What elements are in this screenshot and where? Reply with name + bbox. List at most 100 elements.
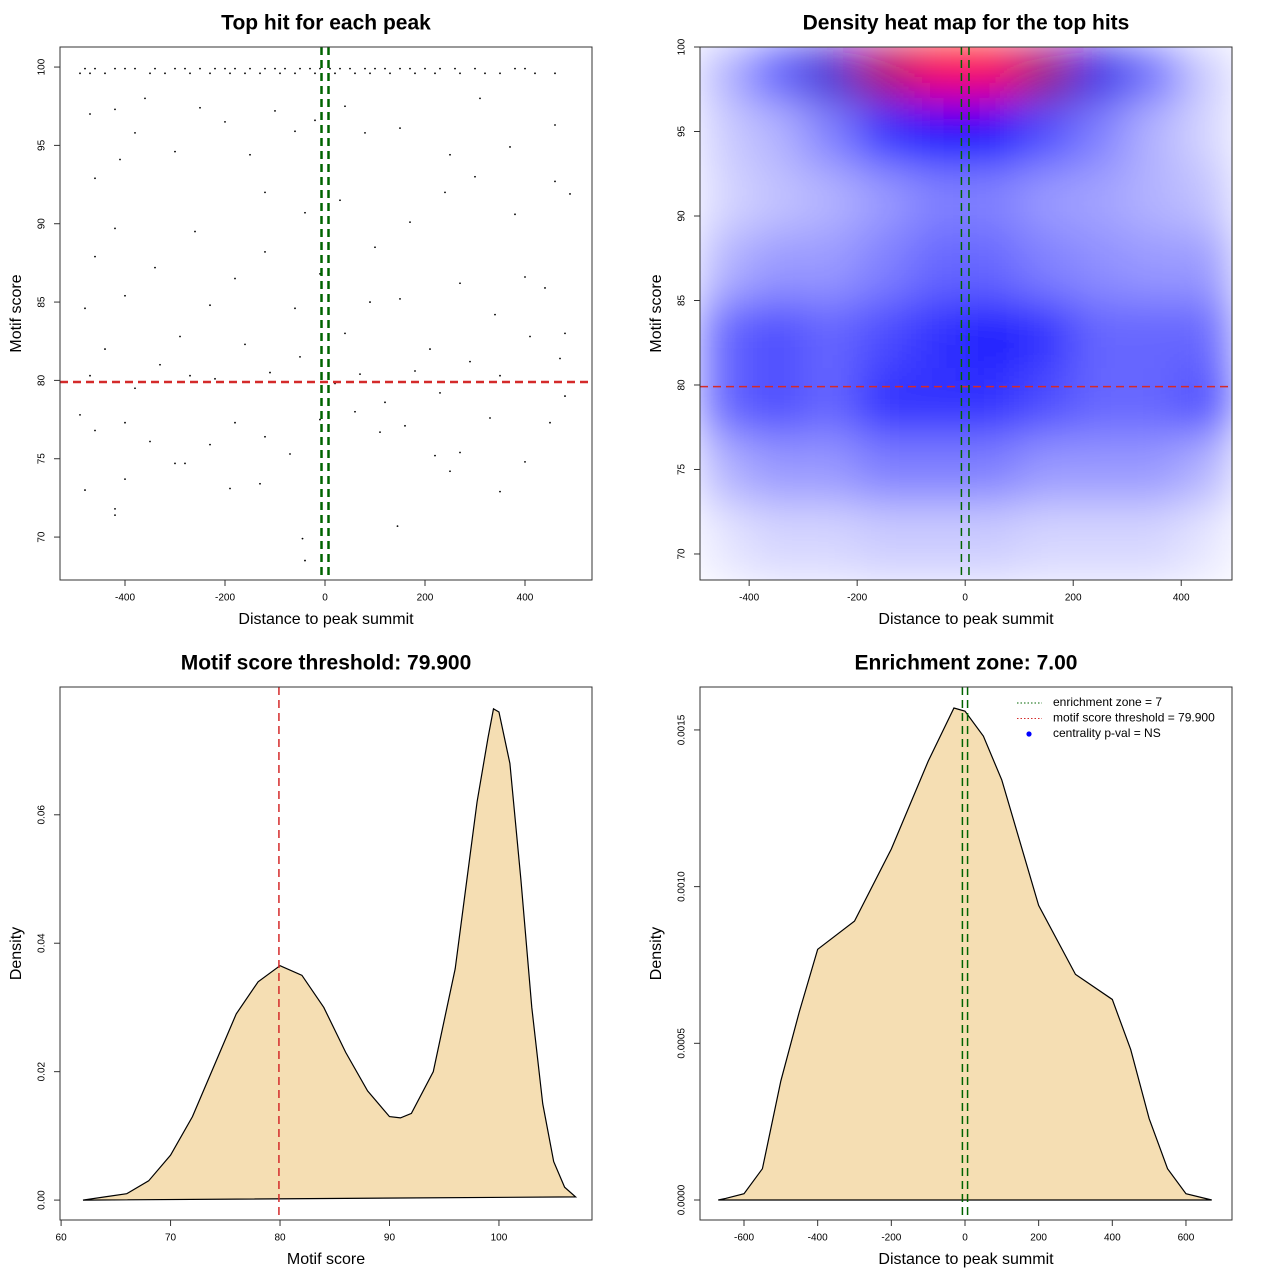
point: [124, 294, 126, 297]
heat-cell: [1073, 47, 1128, 99]
point: [489, 417, 491, 419]
point: [529, 335, 531, 338]
heat-cell: [700, 503, 750, 580]
point: [214, 67, 216, 70]
plot-frame: [59, 46, 593, 581]
point: [374, 246, 376, 249]
point: [474, 67, 476, 70]
heat-cell: [1127, 165, 1182, 234]
x-tick-label: -400: [739, 593, 759, 604]
y-tick-label: 100: [677, 38, 688, 55]
y-tick-label: 0.06: [37, 805, 48, 825]
heat-cell: [700, 300, 750, 369]
y-axis-label: Motif score: [648, 274, 665, 352]
x-tick-label: 100: [491, 1233, 508, 1244]
point: [89, 72, 91, 75]
point: [199, 67, 201, 70]
point: [459, 282, 461, 285]
point: [114, 514, 116, 517]
point: [374, 67, 376, 70]
point: [564, 332, 566, 335]
point: [114, 108, 116, 111]
heat-cell: [911, 165, 966, 234]
heat-cell: [749, 97, 804, 166]
y-tick-label: 75: [37, 453, 48, 465]
point: [114, 227, 116, 230]
heat-cell: [1181, 435, 1232, 504]
heat-cell: [1019, 47, 1074, 99]
plot-area: [82, 687, 578, 1220]
x-axis-label: Motif score: [287, 1251, 365, 1268]
heat-cell: [700, 97, 750, 166]
x-axis-label: Distance to peak summit: [878, 611, 1054, 628]
point: [164, 72, 166, 75]
density-area: [82, 707, 578, 1201]
point: [89, 374, 91, 377]
heat-cell: [1019, 165, 1074, 234]
point: [389, 72, 391, 75]
point: [449, 153, 451, 156]
heat-cell: [749, 47, 804, 99]
point: [369, 72, 371, 75]
point: [104, 348, 106, 350]
heat-cell: [857, 435, 912, 504]
y-tick-label: 80: [37, 374, 48, 386]
x-tick-label: 200: [417, 593, 434, 604]
heat-cell: [1127, 300, 1182, 369]
point: [359, 373, 361, 376]
y-tick-label: 75: [677, 463, 688, 475]
point: [244, 72, 246, 75]
heat-cell: [1073, 503, 1128, 580]
heat-cell: [1181, 97, 1232, 166]
point: [319, 418, 321, 421]
point: [499, 374, 501, 377]
point: [264, 67, 266, 70]
point: [564, 395, 566, 397]
point: [209, 304, 211, 307]
point: [94, 255, 96, 258]
point: [364, 67, 366, 70]
chart-panel: Enrichment zone: 7.00 Distance to peak su…: [648, 652, 1233, 1268]
heat-cell: [1073, 368, 1128, 437]
point: [344, 105, 346, 108]
point: [434, 454, 436, 457]
heat-cell: [1073, 165, 1128, 234]
point: [234, 421, 236, 424]
point: [234, 277, 236, 280]
point: [459, 72, 461, 75]
heat-cell: [1127, 368, 1182, 437]
legend-symbol: [1026, 731, 1032, 737]
heat-cell: [803, 97, 858, 166]
point: [174, 150, 176, 153]
point: [149, 440, 151, 443]
y-tick-label: 90: [677, 210, 688, 222]
point: [384, 401, 386, 404]
y-tick-label: 0.04: [37, 933, 48, 953]
point: [124, 478, 126, 481]
plot-frame: [59, 686, 593, 1221]
point: [289, 453, 291, 455]
plot-frame: [699, 686, 1233, 1221]
point: [94, 177, 96, 180]
y-tick-label: 85: [37, 296, 48, 308]
heat-cell: [857, 232, 912, 301]
legend-label: motif score threshold = 79.900: [1053, 711, 1215, 725]
heat-cell: [965, 232, 1020, 301]
heat-cell: [749, 503, 804, 580]
point: [234, 67, 236, 70]
point: [524, 67, 526, 70]
point: [144, 97, 146, 100]
heat-cell: [965, 503, 1020, 580]
heat-cell: [857, 165, 912, 234]
legend-label: enrichment zone = 7: [1053, 695, 1162, 709]
heat-cell: [1019, 503, 1074, 580]
heat-cell: [911, 47, 966, 99]
heat-cell: [803, 368, 858, 437]
point: [399, 67, 401, 70]
point: [559, 357, 561, 360]
heat-cell: [911, 368, 966, 437]
point: [179, 335, 181, 338]
heat-cell: [749, 368, 804, 437]
plot-frame: [699, 46, 1233, 581]
